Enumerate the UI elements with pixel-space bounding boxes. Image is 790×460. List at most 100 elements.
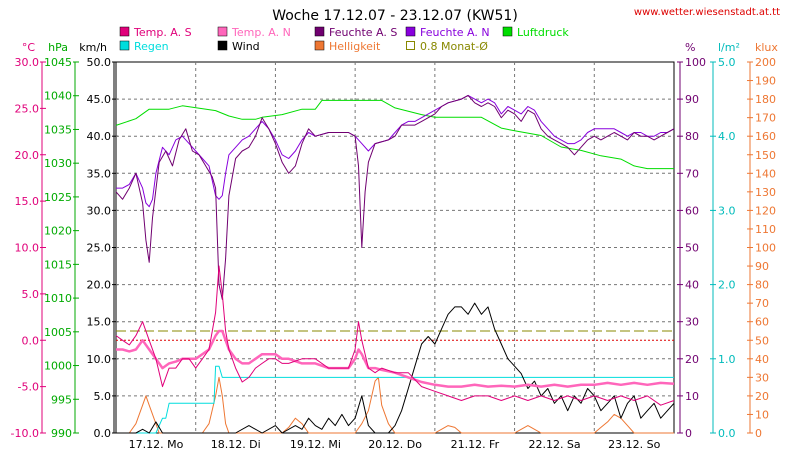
series-line-luftdruck xyxy=(115,99,674,170)
source-url[interactable]: www.wetter.wiesenstadt.at.tt xyxy=(634,7,780,18)
legend-swatch xyxy=(119,26,130,37)
legend: Temp. A. S Temp. A. N Feuchte A. S Feuchte … xyxy=(119,26,569,53)
legend-label: Helligkeit xyxy=(329,40,381,53)
pressure-tick-label: 1025 xyxy=(44,191,72,204)
lux-tick-label: 40 xyxy=(755,353,769,366)
pressure-tick-label: 1015 xyxy=(44,258,72,271)
humidity-tick-label: 100 xyxy=(685,56,706,69)
lux-tick-label: 120 xyxy=(755,204,776,217)
lux-unit-label: klux xyxy=(755,41,778,54)
legend-label: Temp. A. N xyxy=(231,26,291,39)
wind-tick-label: 45.0 xyxy=(87,93,112,106)
wind-unit-label: km/h xyxy=(79,41,107,54)
humidity-tick-label: 50 xyxy=(685,242,699,255)
x-tick-label: 23.12. So xyxy=(608,438,660,451)
series-line-feuchte-a-s xyxy=(115,94,675,300)
axes: -10.0 -5.0 0.0 5.0 10.0 15.0 20.0 25.0 30.0 °C 990… xyxy=(11,41,779,451)
wind-tick-label: 20.0 xyxy=(87,279,112,292)
grid xyxy=(116,62,674,433)
humidity-tick-label: 10 xyxy=(685,390,699,403)
rain-tick-label: 4.0 xyxy=(718,130,736,143)
x-tick-label: 18.12. Di xyxy=(211,438,261,451)
lux-tick-label: 0 xyxy=(755,427,762,440)
lux-tick-label: 10 xyxy=(755,408,769,421)
rain-unit-label: l/m² xyxy=(718,41,740,54)
wind-tick-label: 50.0 xyxy=(87,56,112,69)
humidity-tick-label: 0 xyxy=(685,427,692,440)
legend-label: Regen xyxy=(134,40,169,53)
pressure-unit-label: hPa xyxy=(48,41,68,54)
legend-swatch xyxy=(119,40,130,51)
humidity-tick-label: 40 xyxy=(685,279,699,292)
lux-tick-label: 130 xyxy=(755,186,776,199)
legend-swatch xyxy=(217,26,228,37)
pressure-tick-label: 990 xyxy=(51,427,72,440)
humidity-unit-label: % xyxy=(685,41,695,54)
lux-tick-label: 200 xyxy=(755,56,776,69)
temp-tick-label: 0.0 xyxy=(22,334,40,347)
pressure-tick-label: 1005 xyxy=(44,326,72,339)
wind-tick-label: 5.0 xyxy=(94,390,112,403)
series-line-regen xyxy=(116,365,674,434)
pressure-tick-label: 1010 xyxy=(44,292,72,305)
rain-tick-label: 2.0 xyxy=(718,279,736,292)
lux-tick-label: 100 xyxy=(755,242,776,255)
x-tick-label: 21.12. Fr xyxy=(451,438,500,451)
humidity-tick-label: 60 xyxy=(685,204,699,217)
wind-tick-label: 40.0 xyxy=(87,130,112,143)
legend-swatch xyxy=(405,26,416,37)
legend-swatch xyxy=(502,26,513,37)
humidity-tick-label: 70 xyxy=(685,167,699,180)
lux-tick-label: 110 xyxy=(755,223,776,236)
temp-tick-label: 15.0 xyxy=(15,195,40,208)
pressure-tick-label: 1000 xyxy=(44,360,72,373)
lux-tick-label: 70 xyxy=(755,297,769,310)
legend-label: 0.8 Monat-Ø xyxy=(420,40,488,53)
lux-tick-label: 180 xyxy=(755,93,776,106)
series-line-wind xyxy=(116,302,675,434)
pressure-tick-label: 1035 xyxy=(44,123,72,136)
lux-tick-label: 160 xyxy=(755,130,776,143)
humidity-tick-label: 30 xyxy=(685,316,699,329)
pressure-tick-label: 1020 xyxy=(44,225,72,238)
legend-label: Luftdruck xyxy=(517,26,569,39)
x-tick-label: 19.12. Mi xyxy=(290,438,341,451)
legend-label: Wind xyxy=(232,40,260,53)
wind-tick-label: 25.0 xyxy=(87,242,112,255)
temp-tick-label: 20.0 xyxy=(15,149,40,162)
lux-tick-label: 150 xyxy=(755,149,776,162)
lux-tick-label: 30 xyxy=(755,371,769,384)
temp-tick-label: 10.0 xyxy=(15,242,40,255)
temp-tick-label: 30.0 xyxy=(15,56,40,69)
lux-tick-label: 60 xyxy=(755,316,769,329)
plot-area xyxy=(115,94,675,434)
lux-tick-label: 90 xyxy=(755,260,769,273)
legend-swatch xyxy=(217,40,228,51)
temp-tick-label: 25.0 xyxy=(15,102,40,115)
wind-tick-label: 10.0 xyxy=(87,353,112,366)
legend-label: Feuchte A. S xyxy=(329,26,397,39)
pressure-tick-label: 1045 xyxy=(44,56,72,69)
x-tick-label: 20.12. Do xyxy=(368,438,422,451)
x-tick-label: 22.12. Sa xyxy=(528,438,580,451)
legend-swatch xyxy=(314,40,325,51)
pressure-tick-label: 1040 xyxy=(44,90,72,103)
legend-swatch xyxy=(314,26,325,37)
lux-tick-label: 170 xyxy=(755,112,776,125)
rain-tick-label: 1.0 xyxy=(718,353,736,366)
x-tick-label: 17.12. Mo xyxy=(129,438,184,451)
rain-tick-label: 0.0 xyxy=(718,427,736,440)
humidity-tick-label: 90 xyxy=(685,93,699,106)
humidity-tick-label: 20 xyxy=(685,353,699,366)
wind-tick-label: 35.0 xyxy=(87,167,112,180)
temp-tick-label: 5.0 xyxy=(22,288,40,301)
wind-tick-label: 0.0 xyxy=(94,427,112,440)
temp-tick-label: -5.0 xyxy=(18,381,39,394)
humidity-tick-label: 80 xyxy=(685,130,699,143)
legend-label: Temp. A. S xyxy=(133,26,192,39)
series-line-temp-a-s xyxy=(115,265,675,406)
pressure-tick-label: 995 xyxy=(51,393,72,406)
legend-label: Feuchte A. N xyxy=(420,26,490,39)
